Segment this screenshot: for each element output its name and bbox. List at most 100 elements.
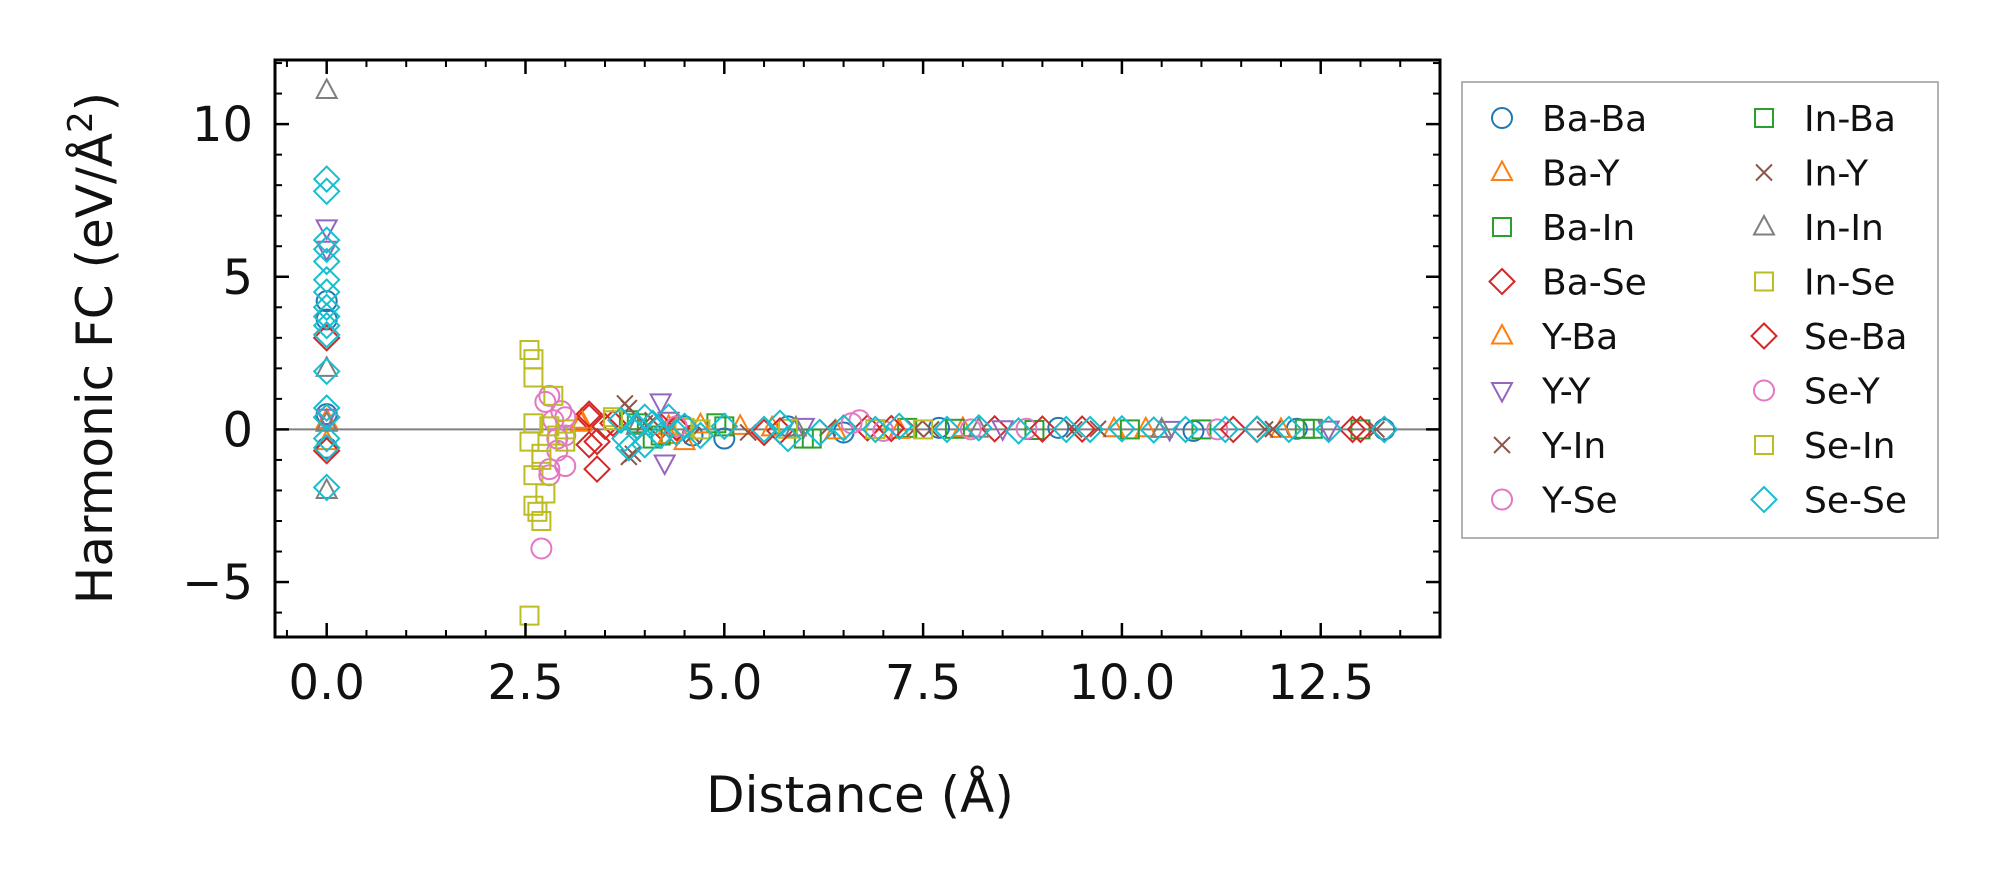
data-point	[662, 413, 691, 442]
data-point	[312, 323, 341, 352]
data-point	[523, 367, 544, 388]
data-point	[1346, 415, 1375, 444]
data-point	[1134, 415, 1158, 438]
legend-item-y-y: Y-Y	[1490, 372, 1591, 413]
legend-label: In-Y	[1804, 154, 1869, 195]
legend-label: Se-Se	[1804, 481, 1907, 522]
data-point	[539, 416, 560, 437]
data-point	[591, 412, 619, 441]
plot-frame	[273, 58, 1442, 639]
legend-item-ba-y: Ba-Y	[1490, 154, 1620, 195]
data-point	[1139, 416, 1168, 444]
data-point	[315, 477, 339, 499]
data-point	[569, 410, 593, 432]
data-point	[602, 410, 623, 431]
y-tick-label: 0	[222, 402, 253, 458]
data-point	[1102, 415, 1126, 438]
data-point	[933, 415, 961, 444]
legend-marker	[1754, 435, 1774, 455]
data-point	[805, 418, 834, 447]
legend-item-in-se: In-Se	[1754, 263, 1895, 304]
data-point	[861, 415, 890, 444]
data-point	[534, 390, 557, 413]
data-point	[1191, 419, 1212, 440]
data-point	[620, 399, 638, 417]
legend-label: Y-In	[1541, 426, 1606, 467]
data-point	[630, 403, 659, 432]
data-point	[1024, 420, 1045, 441]
data-point	[312, 235, 341, 264]
data-point	[714, 416, 735, 437]
data-point	[523, 413, 544, 434]
data-point	[315, 77, 339, 100]
data-point	[646, 421, 675, 450]
data-point	[913, 419, 934, 440]
legend-item-ba-se: Ba-Se	[1488, 263, 1647, 304]
legend-item-y-in: Y-In	[1493, 426, 1606, 467]
legend-label: In-Se	[1804, 263, 1895, 304]
data-point	[980, 414, 1009, 443]
legend-marker	[1490, 382, 1514, 404]
data-point	[656, 422, 681, 445]
data-point	[312, 311, 341, 340]
data-point	[583, 455, 611, 484]
ticks-layer: 0.0 2.5 5.0 7.5 10.0 12.5 −5 0 5 10	[182, 60, 1441, 711]
data-point	[535, 483, 556, 504]
legend-item-se-se: Se-Se	[1750, 481, 1907, 522]
data-point	[1149, 416, 1174, 438]
legend-marker	[1493, 436, 1511, 454]
legend-marker	[1753, 379, 1775, 402]
data-point	[710, 412, 739, 441]
x-axis-label: Distance (Å)	[706, 766, 1014, 824]
legend-item-ba-in: Ba-In	[1492, 208, 1635, 249]
data-point	[312, 165, 341, 193]
data-point	[1264, 420, 1282, 438]
x-tick-label: 12.5	[1267, 655, 1374, 711]
legend-label: Ba-In	[1542, 208, 1635, 249]
data-point	[546, 427, 569, 450]
data-point	[312, 320, 341, 349]
legend-item-y-se: Y-Se	[1491, 481, 1618, 522]
legend-label: Se-Y	[1804, 372, 1881, 413]
data-point	[575, 400, 604, 429]
data-point	[654, 403, 683, 432]
legend-marker	[1490, 159, 1514, 181]
legend-label: Ba-Se	[1542, 263, 1647, 304]
legend-label: Y-Se	[1541, 481, 1618, 522]
data-point	[1015, 417, 1038, 440]
data-point	[944, 418, 965, 439]
data-point	[312, 177, 341, 206]
data-point	[885, 412, 914, 441]
data-point	[312, 473, 341, 502]
legend-marker	[1752, 213, 1776, 236]
data-point	[801, 428, 822, 449]
legend-item-se-ba: Se-Ba	[1750, 317, 1907, 358]
data-point	[1367, 420, 1386, 439]
data-point	[1119, 419, 1140, 440]
data-point	[1052, 415, 1081, 444]
data-point	[1028, 415, 1057, 444]
legend-marker	[1492, 217, 1512, 237]
series-se-se	[312, 165, 1399, 502]
data-point	[1243, 415, 1272, 444]
data-point	[1350, 419, 1371, 440]
legend-item-in-in: In-In	[1752, 208, 1884, 249]
data-point	[1065, 420, 1083, 439]
x-tick-label: 5.0	[686, 655, 762, 711]
x-tick-label: 0.0	[289, 655, 365, 711]
legend-label: Y-Ba	[1541, 317, 1618, 358]
legend-marker	[1490, 322, 1514, 345]
y-axis-label-close: )	[66, 92, 124, 112]
data-point	[575, 430, 604, 459]
data-point	[312, 424, 341, 453]
data-point	[964, 413, 993, 442]
data-point	[315, 355, 339, 377]
data-point	[519, 605, 540, 626]
data-point	[652, 454, 677, 477]
data-point	[766, 409, 794, 438]
legend: Ba-Ba Ba-Y Ba-In Ba-Se Y-Ba Y-Y Y-In Y-Se In-Ba I…	[1488, 99, 1907, 522]
data-point	[554, 455, 577, 478]
data-point	[315, 408, 339, 431]
data-point	[1314, 415, 1343, 444]
legend-label: In-Ba	[1804, 99, 1896, 140]
